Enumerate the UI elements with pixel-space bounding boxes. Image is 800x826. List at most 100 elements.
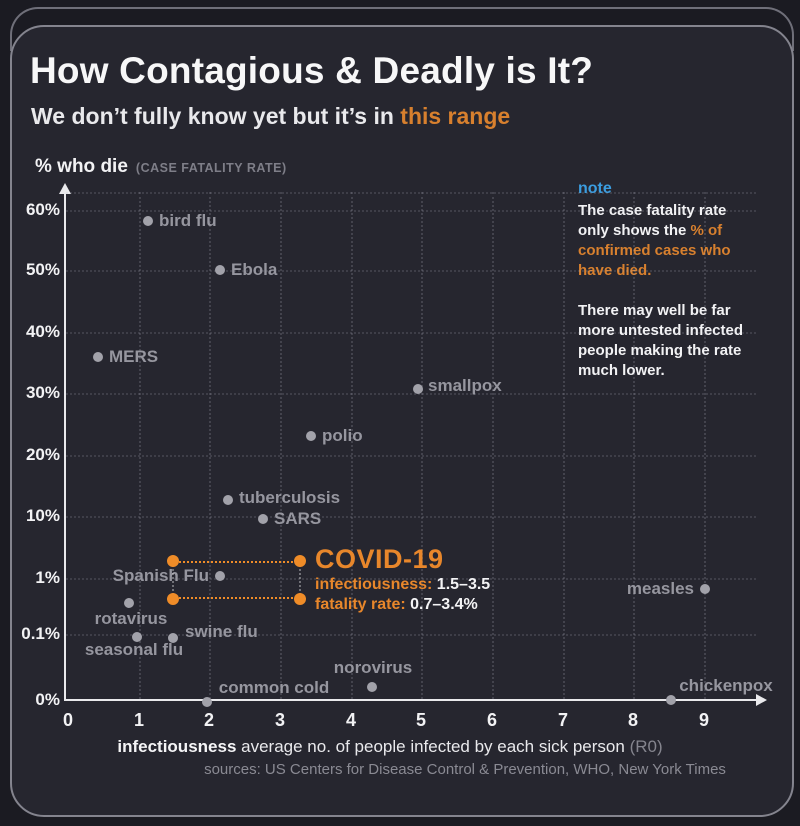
note-heading: note — [578, 180, 612, 197]
sources-line: sources: US Centers for Disease Control … — [204, 761, 726, 778]
data-point-label: chickenpox — [679, 676, 773, 695]
x-axis-arrow-icon — [756, 694, 767, 706]
y-axis-label: % who die — [35, 156, 128, 177]
chart-panel — [10, 25, 794, 817]
previous-card-border — [10, 7, 794, 51]
covid-infectiousness-label: infectiousness: — [315, 576, 433, 593]
gridline-vertical — [704, 192, 706, 699]
data-point-dot — [215, 571, 225, 581]
data-point-dot — [258, 514, 268, 524]
y-tick-label: 60% — [25, 200, 60, 219]
data-point-dot — [202, 697, 212, 707]
y-tick-label: 40% — [25, 322, 60, 341]
data-point-dot — [367, 682, 377, 692]
gridline-horizontal — [66, 578, 756, 580]
covid-infectiousness-value: 1.5–3.5 — [432, 576, 491, 593]
x-tick-label: 7 — [557, 710, 569, 730]
y-tick-label: 1% — [35, 568, 60, 587]
covid-range-box — [167, 555, 306, 605]
data-point-dot — [132, 632, 142, 642]
gridline-horizontal — [66, 192, 756, 194]
covid-label: COVID-19 — [315, 544, 444, 574]
gridline-horizontal — [66, 393, 756, 395]
data-point-dot — [93, 352, 103, 362]
x-axis-label-rest: average no. of people infected by each s… — [236, 737, 630, 756]
gridline-horizontal — [66, 516, 756, 518]
note-paragraph-white: The case fatality rate only shows the — [578, 202, 727, 239]
subtitle-highlight: this range — [400, 103, 511, 129]
gridline-horizontal — [66, 455, 756, 457]
x-axis-line — [64, 699, 758, 701]
gridline-horizontal — [66, 634, 756, 636]
data-point-label: measles — [626, 579, 694, 598]
y-axis-caption: % who die (CASE FATALITY RATE) — [35, 156, 287, 178]
y-tick-label: 0% — [35, 690, 60, 709]
gridline-horizontal — [66, 332, 756, 334]
x-tick-label: 8 — [627, 710, 639, 730]
data-point-label: Ebola — [231, 260, 278, 279]
data-point-dot — [666, 695, 676, 705]
covid-infectiousness: infectiousness: 1.5–3.5 — [315, 576, 490, 594]
covid-corner-dot — [167, 593, 179, 605]
covid-fatality-label: fatality rate: — [315, 596, 406, 613]
data-point-label: smallpox — [428, 376, 502, 395]
y-tick-label: 50% — [25, 260, 60, 279]
data-point-label: tuberculosis — [239, 488, 341, 507]
subtitle-text: We don’t fully know yet but it’s in — [31, 103, 401, 129]
note-paragraph-orange: % of confirmed cases who have died. — [578, 222, 731, 279]
covid-corner-dot — [167, 555, 179, 567]
y-axis-arrow-icon — [59, 183, 71, 194]
data-point-label: SARS — [274, 509, 322, 528]
x-tick-label: 0 — [62, 710, 74, 730]
y-tick-label: 10% — [25, 506, 60, 525]
data-point-label: MERS — [109, 347, 159, 366]
x-tick-label: 3 — [274, 710, 286, 730]
y-axis-sublabel: (CASE FATALITY RATE) — [135, 161, 287, 175]
data-point-label: common cold — [218, 678, 330, 697]
x-tick-label: 1 — [133, 710, 145, 730]
covid-fatality: fatality rate: 0.7–3.4% — [315, 596, 478, 614]
gridline-vertical — [351, 192, 353, 699]
x-tick-label: 4 — [345, 710, 357, 730]
x-axis-label-r0: (R0) — [629, 737, 663, 756]
gridline-horizontal — [66, 210, 756, 212]
x-axis-label-bold: infectiousness — [117, 737, 237, 756]
data-point-dot — [215, 265, 225, 275]
data-point-label: rotavirus — [94, 609, 168, 628]
data-point-dot — [168, 633, 178, 643]
data-point-dot — [223, 495, 233, 505]
x-axis-caption: infectiousness average no. of people inf… — [65, 737, 715, 757]
gridline-vertical — [492, 192, 494, 699]
x-tick-label: 9 — [698, 710, 710, 730]
y-tick-label: 20% — [25, 445, 60, 464]
gridline-horizontal — [66, 270, 756, 272]
gridline-vertical — [421, 192, 423, 699]
gridline-vertical — [563, 192, 565, 699]
data-point-label: swine flu — [185, 622, 258, 641]
note-block: note The case fatality rate only shows th… — [578, 179, 783, 381]
page-title: How Contagious & Deadly is It? — [30, 50, 594, 91]
x-tick-label: 6 — [486, 710, 498, 730]
data-point-dot — [413, 384, 423, 394]
y-axis-line — [64, 194, 66, 701]
y-tick-label: 0.1% — [21, 624, 60, 643]
data-point-dot — [143, 216, 153, 226]
note-paragraph-2: There may well be far more untested infe… — [578, 302, 744, 379]
page-subtitle: We don’t fully know yet but it’s in this… — [31, 103, 510, 130]
x-tick-label: 2 — [203, 710, 215, 730]
covid-corner-dot — [294, 555, 306, 567]
data-point-dot — [124, 598, 134, 608]
data-point-label: polio — [322, 426, 363, 445]
covid-fatality-value: 0.7–3.4% — [405, 596, 478, 613]
gridline-vertical — [139, 192, 141, 699]
x-tick-label: 5 — [415, 710, 427, 730]
gridline-vertical — [633, 192, 635, 699]
data-point-dot — [700, 584, 710, 594]
gridline-vertical — [209, 192, 211, 699]
data-point-label: bird flu — [159, 211, 217, 230]
covid-corner-dot — [294, 593, 306, 605]
y-tick-label: 30% — [25, 383, 60, 402]
data-point-label: norovirus — [333, 658, 413, 677]
gridline-vertical — [280, 192, 282, 699]
